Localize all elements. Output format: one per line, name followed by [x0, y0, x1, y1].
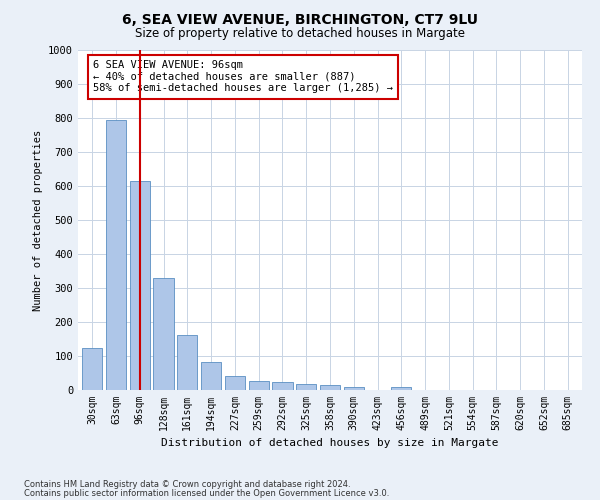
Text: 6, SEA VIEW AVENUE, BIRCHINGTON, CT7 9LU: 6, SEA VIEW AVENUE, BIRCHINGTON, CT7 9LU: [122, 12, 478, 26]
Bar: [201, 362, 221, 390]
Text: Size of property relative to detached houses in Margate: Size of property relative to detached ho…: [135, 28, 465, 40]
X-axis label: Distribution of detached houses by size in Margate: Distribution of detached houses by size …: [161, 438, 499, 448]
Bar: [248, 381, 269, 390]
Bar: [177, 335, 197, 390]
Y-axis label: Number of detached properties: Number of detached properties: [32, 130, 43, 310]
Bar: [272, 382, 293, 390]
Text: 6 SEA VIEW AVENUE: 96sqm
← 40% of detached houses are smaller (887)
58% of semi-: 6 SEA VIEW AVENUE: 96sqm ← 40% of detach…: [93, 60, 393, 94]
Bar: [130, 181, 150, 390]
Bar: [225, 376, 245, 390]
Text: Contains HM Land Registry data © Crown copyright and database right 2024.: Contains HM Land Registry data © Crown c…: [24, 480, 350, 489]
Bar: [106, 120, 126, 390]
Bar: [344, 386, 364, 390]
Bar: [391, 386, 412, 390]
Bar: [82, 348, 103, 390]
Bar: [154, 278, 173, 390]
Bar: [296, 384, 316, 390]
Text: Contains public sector information licensed under the Open Government Licence v3: Contains public sector information licen…: [24, 488, 389, 498]
Bar: [320, 385, 340, 390]
